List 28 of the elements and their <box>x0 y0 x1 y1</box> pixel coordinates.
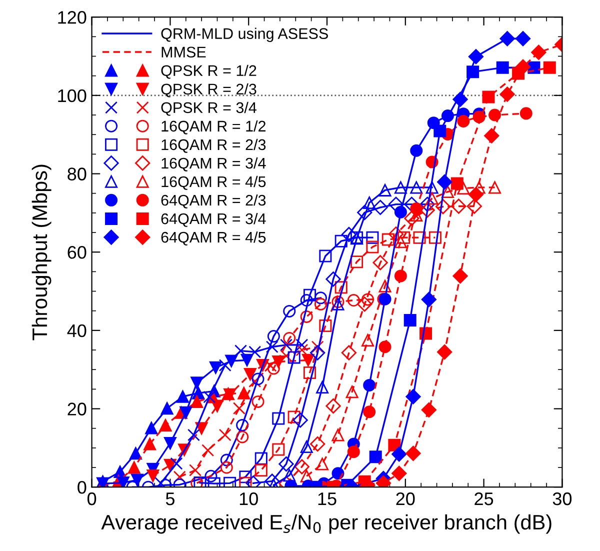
legend-label: 64QAM R = 3/4 <box>161 212 266 227</box>
x-tick-label: 0 <box>87 492 96 506</box>
y-tick-label: 60 <box>68 246 86 259</box>
x-tick-label: 10 <box>240 492 258 506</box>
x-tick-label: 25 <box>474 492 494 506</box>
legend-label: 16QAM R = 2/3 <box>162 138 266 153</box>
annotation: QRM-MLD using ASESS <box>161 28 328 42</box>
legend-label: QPSK R = 1/2 <box>161 64 256 79</box>
x-tick-label: 15 <box>318 492 336 506</box>
y-tick-label: 80 <box>68 168 86 180</box>
legend-label: 16QAM R = 3/4 <box>162 157 266 172</box>
annotation: MMSE <box>162 46 206 58</box>
y-tick-label: 120 <box>58 11 86 24</box>
legend-label: QPSK R = 3/4 <box>161 102 256 116</box>
x-tick-label: 5 <box>166 492 174 506</box>
y-tick-label: 0 <box>78 481 86 494</box>
legend-label: QPSK R = 2/3 <box>161 83 256 98</box>
y-tick-label: 40 <box>67 324 86 338</box>
y-axis-title: Throughput (Mbps) <box>32 164 52 340</box>
y-tick-label: 100 <box>58 89 86 102</box>
y-tick-label: 20 <box>68 402 86 416</box>
legend-label: 64QAM R = 2/3 <box>161 194 266 208</box>
x-tick-label: 20 <box>396 492 415 506</box>
legend-label: 64QAM R = 4/5 <box>161 231 266 246</box>
legend-label: 16QAM R = 4/5 <box>162 176 266 190</box>
x-axis-title: Average received E$_{s}$/N$_{0}$ per receiver branch (dB) <box>101 514 552 534</box>
legend-label: 16QAM R = 1/2 <box>162 120 266 134</box>
x-tick-label: 30 <box>552 492 572 506</box>
